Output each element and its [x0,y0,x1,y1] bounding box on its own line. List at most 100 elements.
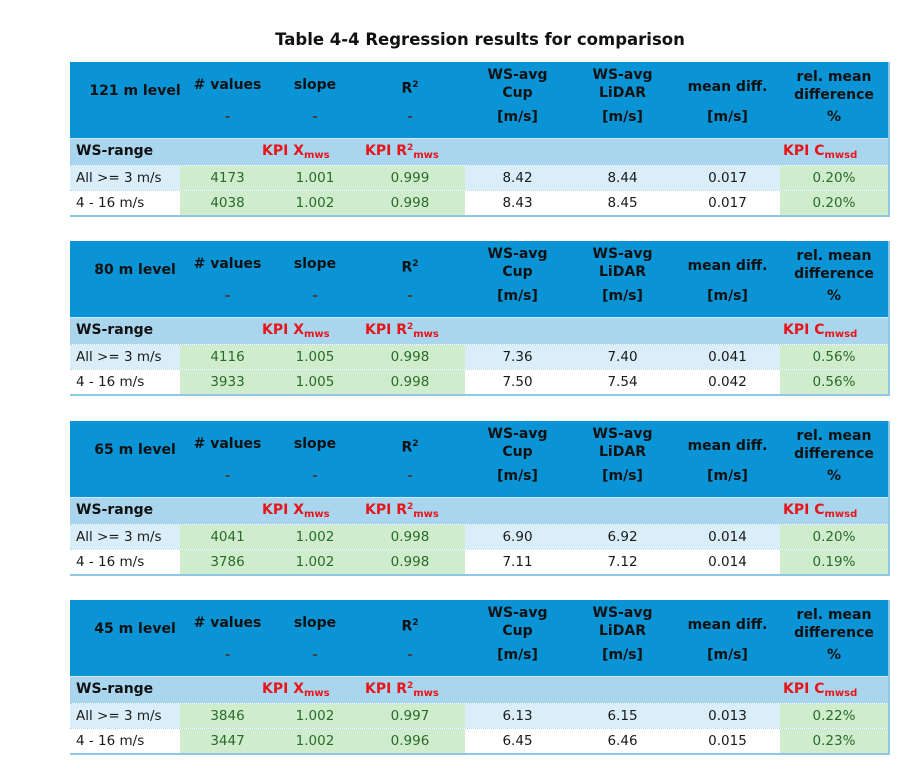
r2-cell: 0.999 [355,166,465,190]
unit-mean_diff: [m/s] [707,109,748,125]
header-slope: slope [293,436,337,452]
kpi-c-label: KPI Cmwsd [783,502,857,520]
kpi-c-subscript: mwsd [824,688,858,699]
ws-range-row: WS-range KPI Xmws KPI R2mws KPI Cmwsd [70,317,888,344]
header-r2-exponent: 2 [412,439,419,449]
ws-range-label: WS-range [76,681,154,697]
kpi-c-base: KPI C [783,681,825,697]
kpi-c-base: KPI C [783,143,825,159]
header-ws-cup-line2: Cup [502,623,533,639]
header-values: # values [193,436,262,452]
header-ws-lidar-line1: WS-avg [592,246,653,262]
level-label: 80 m level [94,262,176,278]
kpi-c-subscript: mwsd [824,329,858,340]
table-row: 4 - 16 m/s 3786 1.002 0.998 7.11 7.12 0.014 0.1… [70,549,888,574]
level-label: 45 m level [94,621,176,637]
unit-slope: - [312,647,318,663]
kpi-x-base: KPI X [262,322,304,338]
table-row: 4 - 16 m/s 3447 1.002 0.996 6.45 6.46 0.015 0.2… [70,728,888,753]
kpi-r2-label: KPI R2mws [365,681,439,699]
header-slope: slope [293,256,337,272]
kpi-x-base: KPI X [262,502,304,518]
kpi-x-base: KPI X [262,681,304,697]
unit-values: - [224,468,231,484]
rel-mean-cell: 0.22% [780,704,888,728]
mean-diff-cell: 0.013 [675,704,780,728]
r2-cell: 0.998 [355,345,465,369]
values-cell: 4116 [180,345,275,369]
header-r2: R2 [355,614,465,636]
header-r2-base: R [401,259,413,276]
table-header: 45 m level # values slope R2 WS-avg Cup WS-avg… [70,600,888,676]
unit-mean_diff: [m/s] [707,468,748,484]
ws-range-label: WS-range [76,143,154,159]
header-r2: R2 [355,76,465,98]
kpi-x-subscript: mws [304,688,330,699]
kpi-x-base: KPI X [262,143,304,159]
slope-cell: 1.005 [275,345,355,369]
kpi-x-label: KPI Xmws [262,502,330,520]
unit-rel: % [826,468,842,484]
header-ws-cup-line1: WS-avg [487,426,548,442]
level-table: 65 m level # values slope R2 WS-avg Cup WS-avg… [70,421,890,576]
header-ws-lidar-line1: WS-avg [592,426,653,442]
kpi-x-subscript: mws [304,150,330,161]
kpi-c-label: KPI Cmwsd [783,143,857,161]
header-mean-diff: mean diff. [687,617,768,633]
ws-cup-cell: 7.36 [465,345,570,369]
kpi-r2-subscript: mws [413,688,439,699]
unit-r2: - [407,109,413,125]
table-row: All >= 3 m/s 3846 1.002 0.997 6.13 6.15 0.013 0… [70,703,888,728]
kpi-c-subscript: mwsd [824,509,858,520]
r2-cell: 0.998 [355,370,465,394]
kpi-x-label: KPI Xmws [262,681,330,699]
header-r2-base: R [401,439,413,456]
kpi-c-subscript: mwsd [824,150,858,161]
level-table: 45 m level # values slope R2 WS-avg Cup WS-avg… [70,600,890,755]
header-ws-cup: WS-avg Cup [465,604,570,640]
level-label: 121 m level [89,83,181,99]
unit-values: - [224,109,231,125]
kpi-x-subscript: mws [304,329,330,340]
header-r2-base: R [401,618,413,635]
ws-range-cell: 4 - 16 m/s [70,191,180,215]
rel-mean-cell: 0.19% [780,550,888,574]
level-table: 121 m level # values slope R2 WS-avg Cup WS-av… [70,62,890,217]
ws-range-label: WS-range [76,322,154,338]
header-ws-cup: WS-avg Cup [465,425,570,461]
rel-mean-cell: 0.20% [780,191,888,215]
header-mean-diff: mean diff. [687,438,768,454]
unit-rel: % [826,288,842,304]
header-ws-lidar-line1: WS-avg [592,67,653,83]
ws-range-cell: All >= 3 m/s [70,525,180,549]
header-ws-lidar-line2: LiDAR [599,623,646,639]
header-ws-cup: WS-avg Cup [465,66,570,102]
r2-cell: 0.998 [355,191,465,215]
r2-cell: 0.998 [355,525,465,549]
header-r2: R2 [355,435,465,457]
ws-range-row: WS-range KPI Xmws KPI R2mws KPI Cmwsd [70,138,888,165]
header-rel-mean-line1: rel. mean [796,248,872,264]
header-ws-cup-line1: WS-avg [487,605,548,621]
table-header: 65 m level # values slope R2 WS-avg Cup WS-avg… [70,421,888,497]
ws-lidar-cell: 7.12 [570,550,675,574]
kpi-c-label: KPI Cmwsd [783,322,857,340]
unit-mean_diff: [m/s] [707,647,748,663]
header-rel-mean-line2: difference [794,446,874,462]
header-ws-cup-line1: WS-avg [487,246,548,262]
header-mean-diff: mean diff. [687,258,768,274]
kpi-r2-label: KPI R2mws [365,502,439,520]
rel-mean-cell: 0.56% [780,370,888,394]
header-r2-exponent: 2 [412,259,419,269]
table-row: 4 - 16 m/s 3933 1.005 0.998 7.50 7.54 0.042 0.5… [70,369,888,394]
ws-cup-cell: 7.50 [465,370,570,394]
mean-diff-cell: 0.014 [675,550,780,574]
values-cell: 4038 [180,191,275,215]
header-rel-mean-line1: rel. mean [796,607,872,623]
mean-diff-cell: 0.042 [675,370,780,394]
ws-lidar-cell: 8.45 [570,191,675,215]
ws-cup-cell: 6.90 [465,525,570,549]
unit-cup: [m/s] [497,647,538,663]
unit-mean_diff: [m/s] [707,288,748,304]
unit-slope: - [312,288,318,304]
